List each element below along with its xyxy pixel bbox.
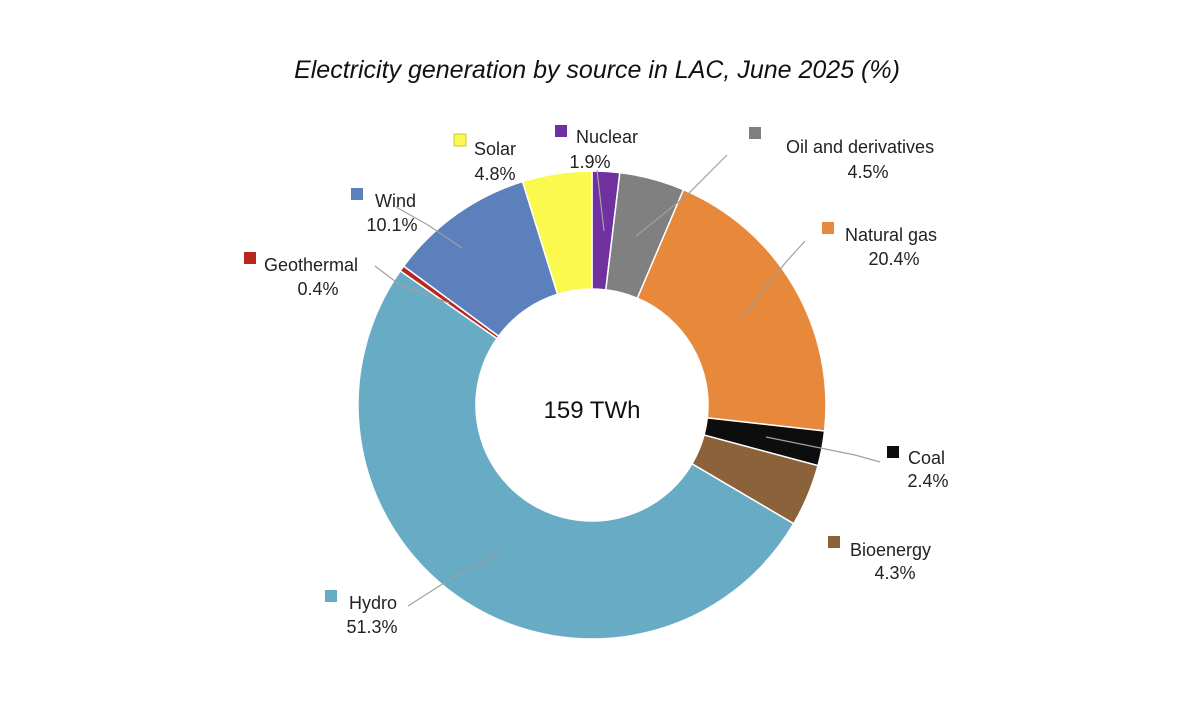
legend-swatch-nuclear bbox=[555, 125, 567, 137]
leader-line-hydro bbox=[407, 551, 501, 607]
label-name-geothermal: Geothermal bbox=[264, 255, 358, 275]
label-value-wind: 10.1% bbox=[366, 215, 417, 235]
label-value-geothermal: 0.4% bbox=[297, 279, 338, 299]
leader-line-natural-gas bbox=[741, 240, 806, 319]
legend-swatch-oil-and-derivatives bbox=[749, 127, 761, 139]
legend-swatch-solar bbox=[453, 133, 467, 147]
label-name-coal: Coal bbox=[908, 448, 945, 468]
label-value-nuclear: 1.9% bbox=[569, 152, 610, 172]
label-value-oil-and-derivatives: 4.5% bbox=[847, 162, 888, 182]
label-name-hydro: Hydro bbox=[349, 593, 397, 613]
label-value-bioenergy: 4.3% bbox=[874, 563, 915, 583]
label-name-wind: Wind bbox=[375, 191, 416, 211]
legend-swatch-hydro bbox=[325, 590, 337, 602]
legend-swatch-natural-gas bbox=[822, 222, 834, 234]
leader-line-geothermal bbox=[374, 265, 450, 304]
legend-swatch-geothermal bbox=[244, 252, 256, 264]
chart-title: Electricity generation by source in LAC,… bbox=[294, 56, 900, 84]
label-value-hydro: 51.3% bbox=[346, 617, 397, 637]
leader-line-nuclear bbox=[596, 169, 605, 232]
label-name-nuclear: Nuclear bbox=[576, 127, 638, 147]
slice-hydro bbox=[357, 269, 795, 640]
slice-natural-gas bbox=[636, 188, 827, 432]
legend-swatch-wind bbox=[351, 188, 363, 200]
label-name-oil-and-derivatives: Oil and derivatives bbox=[786, 137, 934, 157]
label-value-coal: 2.4% bbox=[907, 471, 948, 491]
label-value-natural-gas: 20.4% bbox=[868, 249, 919, 269]
slice-solar bbox=[521, 170, 593, 296]
leader-line-oil-and-derivatives bbox=[635, 154, 728, 237]
legend-swatch-bioenergy bbox=[828, 536, 840, 548]
label-name-solar: Solar bbox=[474, 139, 516, 159]
label-value-solar: 4.8% bbox=[474, 164, 515, 184]
label-name-bioenergy: Bioenergy bbox=[850, 540, 931, 560]
label-name-natural-gas: Natural gas bbox=[845, 225, 937, 245]
leader-line-wind bbox=[395, 206, 463, 249]
legend-swatch-coal bbox=[887, 446, 899, 458]
leader-line-coal bbox=[765, 436, 881, 463]
center-total-label: 159 TWh bbox=[544, 397, 641, 424]
